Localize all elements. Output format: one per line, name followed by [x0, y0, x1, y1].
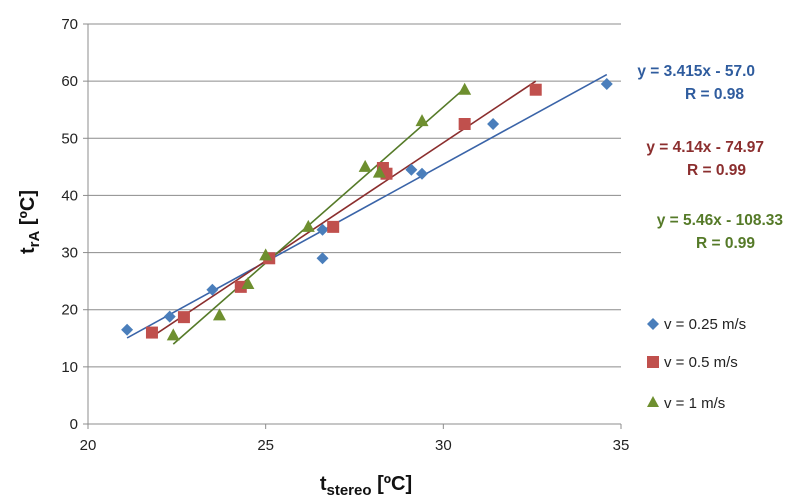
legend-item-series-1: v = 0.25 m/s — [647, 316, 746, 333]
x-axis-title-main: t — [320, 473, 327, 495]
data-point-series-3 — [358, 159, 372, 172]
r-value-text: R = 0.99 — [696, 235, 755, 252]
data-point-series-2 — [234, 280, 247, 293]
data-point-series-1 — [316, 252, 329, 265]
equation-text: y = 3.415x - 57.0 — [637, 63, 755, 80]
data-point-series-1 — [163, 310, 176, 323]
x-tick-label: 20 — [80, 437, 97, 454]
equation-text: y = 4.14x - 74.97 — [646, 139, 764, 156]
tick-labels: 0 10 20 30 40 50 60 70 20 25 30 35 — [61, 16, 629, 454]
legend: v = 0.25 m/s v = 0.5 m/s v = 1 m/s — [647, 316, 746, 412]
trendlines — [126, 73, 608, 345]
y-axis-title: trA [ºC] — [17, 190, 43, 254]
y-tick-label: 40 — [61, 187, 78, 204]
r-value-text: R = 0.99 — [687, 162, 746, 179]
data-point-series-3 — [241, 277, 255, 289]
gridlines — [88, 23, 621, 425]
y-tick-label: 60 — [61, 73, 78, 90]
equation-series-3: y = 5.46x - 108.33 R = 0.99 — [657, 212, 784, 252]
triangle-marker-icon — [647, 396, 659, 407]
axes — [83, 23, 622, 429]
data-point-series-2 — [177, 311, 190, 324]
y-axis-title-sub: rA — [26, 230, 43, 247]
data-point-series-1 — [316, 223, 329, 236]
x-axis-title: tstereo [ºC] — [320, 473, 412, 497]
legend-label: v = 0.25 m/s — [664, 316, 746, 333]
trendline-series-3 — [172, 87, 466, 345]
y-tick-label: 70 — [61, 16, 78, 33]
trendline-series-2 — [151, 80, 537, 338]
equation-series-2: y = 4.14x - 74.97 R = 0.99 — [646, 139, 764, 179]
legend-label: v = 1 m/s — [664, 395, 725, 412]
data-point-series-1 — [487, 118, 500, 130]
x-axis-title-sub: stereo — [327, 482, 372, 497]
data-point-series-2 — [529, 83, 542, 96]
x-tick-label: 35 — [613, 437, 630, 454]
data-point-series-3 — [372, 165, 386, 178]
data-point-series-1 — [416, 167, 429, 180]
x-tick-label: 25 — [257, 437, 274, 454]
equation-series-1: y = 3.415x - 57.0 R = 0.98 — [637, 63, 755, 103]
data-point-series-1 — [206, 283, 219, 296]
legend-item-series-2: v = 0.5 m/s — [647, 354, 738, 371]
data-point-series-3 — [458, 82, 472, 95]
y-tick-label: 10 — [61, 359, 78, 376]
legend-item-series-3: v = 1 m/s — [647, 395, 725, 412]
y-tick-label: 0 — [70, 416, 78, 433]
data-point-series-1 — [405, 163, 418, 176]
data-point-series-1 — [600, 78, 613, 90]
trendline-series-1 — [126, 73, 608, 339]
square-marker-icon — [647, 356, 659, 368]
y-tick-label: 50 — [61, 130, 78, 147]
data-points — [121, 78, 613, 341]
data-point-series-3 — [166, 328, 180, 341]
data-point-series-2 — [458, 118, 471, 130]
equation-text: y = 5.46x - 108.33 — [657, 212, 784, 229]
y-tick-label: 30 — [61, 245, 78, 262]
y-tick-label: 20 — [61, 302, 78, 319]
x-tick-label: 30 — [435, 437, 452, 454]
diamond-marker-icon — [647, 318, 659, 330]
r-value-text: R = 0.98 — [685, 86, 744, 103]
y-axis-title-main: t — [17, 247, 39, 254]
data-point-series-2 — [327, 220, 340, 233]
data-point-series-2 — [145, 326, 158, 339]
x-axis-title-unit: [ºC] — [372, 473, 413, 495]
y-axis-title-unit: [ºC] — [17, 190, 39, 231]
data-point-series-1 — [121, 323, 134, 336]
data-point-series-3 — [301, 219, 315, 232]
legend-label: v = 0.5 m/s — [664, 354, 738, 371]
data-point-series-3 — [415, 114, 429, 127]
data-point-series-3 — [259, 248, 273, 261]
data-point-series-3 — [212, 308, 226, 321]
